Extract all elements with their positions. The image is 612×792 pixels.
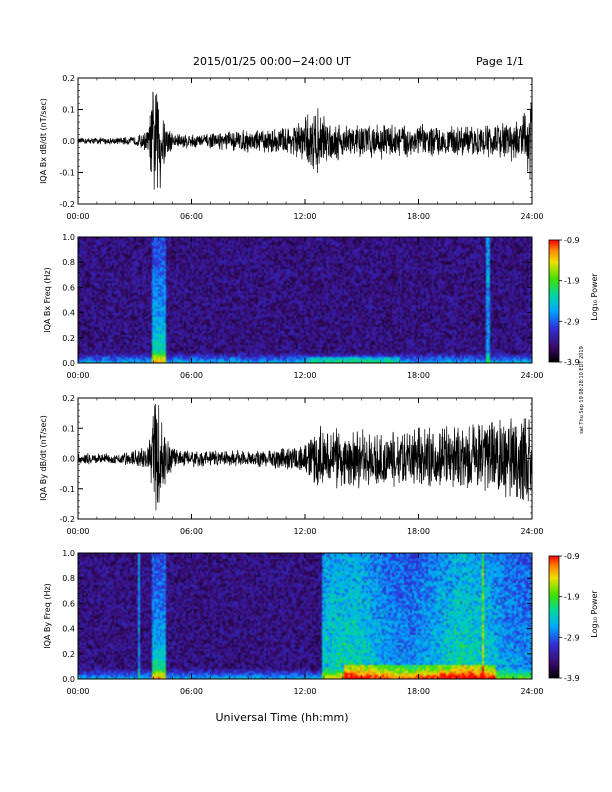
x-tick-label: 06:00 xyxy=(180,687,203,696)
x-tick-label: 18:00 xyxy=(407,527,430,536)
colorbar-tick-label: -3.9 xyxy=(564,358,580,367)
bx-dbdt-yticks: -0.2 -0.1 0.0 0.1 0.2 xyxy=(59,74,532,209)
bx-dbdt-ylabel: IQA Bx dB/dt (nT/sec) xyxy=(39,98,48,184)
by-colorbar xyxy=(548,555,560,679)
x-tick-label: 24:00 xyxy=(520,687,543,696)
bx-colorbar-ticks: -0.9 -1.9 -2.9 -3.9 xyxy=(559,236,580,367)
x-tick-label: 18:00 xyxy=(407,371,430,380)
colorbar-tick-label: -0.9 xyxy=(564,552,580,561)
panel-by-spectrogram: 0.0 0.2 0.4 0.6 0.8 1.0 00:00 06:00 12:00 18:00 2… xyxy=(43,549,599,696)
y-tick-label: 0.4 xyxy=(62,309,75,318)
y-tick-label: 0.2 xyxy=(62,394,75,403)
by-colorbar-label: Log₁₀ Power xyxy=(590,590,599,638)
colorbar-tick-label: -3.9 xyxy=(564,674,580,683)
x-tick-label: 24:00 xyxy=(520,212,543,221)
x-tick-label: 06:00 xyxy=(180,212,203,221)
by-dbdt-xticks: 00:00 06:00 12:00 18:00 24:00 xyxy=(66,398,544,536)
panel-by-dbdt: -0.2 -0.1 0.0 0.1 0.2 00:00 06:00 12:00 18:00 24… xyxy=(39,394,544,536)
y-tick-label: -0.1 xyxy=(59,485,75,494)
y-tick-label: -0.2 xyxy=(59,515,75,524)
y-tick-label: 0.6 xyxy=(62,599,75,608)
x-tick-label: 00:00 xyxy=(66,212,89,221)
bx-colorbar xyxy=(548,239,560,363)
x-tick-label: 12:00 xyxy=(293,371,316,380)
y-tick-label: 0.8 xyxy=(62,258,75,267)
colorbar-tick-label: -0.9 xyxy=(564,236,580,245)
y-tick-label: 0.2 xyxy=(62,650,75,659)
y-tick-label: 0.1 xyxy=(62,106,75,115)
x-tick-label: 06:00 xyxy=(180,371,203,380)
x-tick-label: 18:00 xyxy=(407,212,430,221)
y-tick-label: 0.2 xyxy=(62,74,75,83)
bx-spectrogram-image xyxy=(78,237,532,363)
bx-colorbar-label: Log₁₀ Power xyxy=(590,273,599,321)
x-tick-label: 00:00 xyxy=(66,371,89,380)
figure-title: 2015/01/25 00:00−24:00 UT xyxy=(193,55,351,68)
x-tick-label: 00:00 xyxy=(66,527,89,536)
y-tick-label: 0.0 xyxy=(62,675,75,684)
panel-bx-spectrogram: 0.0 0.2 0.4 0.6 0.8 1.0 00:00 06:00 12:00 18:00 2… xyxy=(43,233,599,380)
colorbar-tick-label: -2.9 xyxy=(564,317,580,326)
bx-dbdt-xticks: 00:00 06:00 12:00 18:00 24:00 xyxy=(66,78,544,221)
x-tick-label: 12:00 xyxy=(293,687,316,696)
bx-spectrogram-yticks: 0.0 0.2 0.4 0.6 0.8 1.0 xyxy=(62,233,532,368)
by-spectrogram-xticks: 00:00 06:00 12:00 18:00 24:00 xyxy=(66,553,544,696)
colorbar-tick-label: -1.9 xyxy=(564,277,580,286)
y-tick-label: -0.1 xyxy=(59,169,75,178)
x-tick-label: 12:00 xyxy=(293,527,316,536)
y-tick-label: 0.2 xyxy=(62,334,75,343)
by-dbdt-yticks: -0.2 -0.1 0.0 0.1 0.2 xyxy=(59,394,532,524)
bx-dbdt-trace xyxy=(78,91,532,190)
y-tick-label: 0.4 xyxy=(62,625,75,634)
x-tick-label: 12:00 xyxy=(293,212,316,221)
y-tick-label: 0.0 xyxy=(62,455,75,464)
y-tick-label: 0.6 xyxy=(62,283,75,292)
by-spectrogram-image xyxy=(78,553,532,679)
by-spectrogram-yticks: 0.0 0.2 0.4 0.6 0.8 1.0 xyxy=(62,549,532,684)
x-tick-label: 24:00 xyxy=(520,371,543,380)
bx-spectrogram-xticks: 00:00 06:00 12:00 18:00 24:00 xyxy=(66,237,544,380)
series-line xyxy=(78,91,532,190)
colorbar-tick-label: -1.9 xyxy=(564,593,580,602)
y-tick-label: 0.0 xyxy=(62,137,75,146)
by-dbdt-trace xyxy=(78,404,532,511)
y-tick-label: 0.0 xyxy=(62,359,75,368)
y-tick-label: 0.8 xyxy=(62,574,75,583)
page-number: Page 1/1 xyxy=(476,55,524,68)
series-line xyxy=(78,404,532,511)
y-tick-label: 1.0 xyxy=(62,549,75,558)
x-tick-label: 24:00 xyxy=(520,527,543,536)
by-dbdt-ylabel: IQA By dB/dt (nT/sec) xyxy=(39,415,48,501)
side-timestamp: sat Thu Sep 19 08:28:10 EDT 2019 xyxy=(579,346,585,434)
x-axis-title: Universal Time (hh:mm) xyxy=(216,711,349,724)
spectrogram-cells xyxy=(78,237,532,363)
x-tick-label: 18:00 xyxy=(407,687,430,696)
y-tick-label: 0.1 xyxy=(62,424,75,433)
panel-bx-dbdt: -0.2 -0.1 0.0 0.1 0.2 00:00 06:00 12:00 18:00 24… xyxy=(39,74,544,221)
y-tick-label: -0.2 xyxy=(59,200,75,209)
y-tick-label: 1.0 xyxy=(62,233,75,242)
x-tick-label: 00:00 xyxy=(66,687,89,696)
spectrogram-cells xyxy=(78,553,532,679)
bx-spectrogram-ylabel: IQA Bx Freq (Hz) xyxy=(43,267,52,333)
by-spectrogram-ylabel: IQA By Freq (Hz) xyxy=(43,583,52,649)
colorbar-tick-label: -2.9 xyxy=(564,633,580,642)
by-colorbar-ticks: -0.9 -1.9 -2.9 -3.9 xyxy=(559,552,580,683)
x-tick-label: 06:00 xyxy=(180,527,203,536)
